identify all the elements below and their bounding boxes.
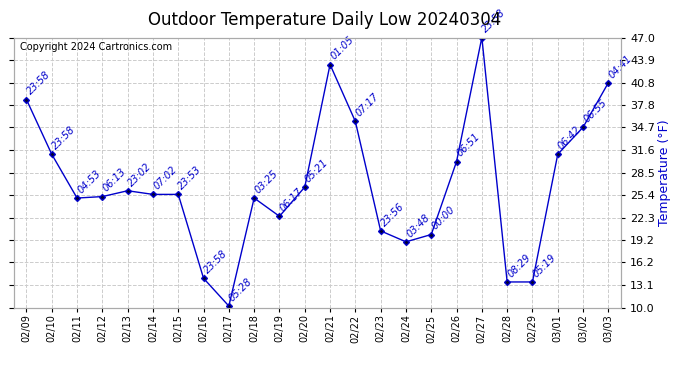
Text: 23:02: 23:02 [126,161,153,188]
Text: 06:51: 06:51 [455,132,482,159]
Text: 07:02: 07:02 [151,165,179,192]
Text: Copyright 2024 Cartronics.com: Copyright 2024 Cartronics.com [20,42,172,51]
Text: 05:19: 05:19 [531,252,558,279]
Text: 06:55: 06:55 [582,98,609,124]
Text: 04:41: 04:41 [607,53,634,80]
Text: 05:21: 05:21 [303,157,331,184]
Text: 00:00: 00:00 [430,205,457,232]
Text: Outdoor Temperature Daily Low 20240304: Outdoor Temperature Daily Low 20240304 [148,11,501,29]
Text: 23:58: 23:58 [50,124,77,152]
Text: 23:56: 23:56 [379,201,406,228]
Text: 03:48: 03:48 [404,212,431,239]
Text: 23:58: 23:58 [25,70,52,97]
Text: 04:53: 04:53 [75,168,103,195]
Text: 01:05: 01:05 [328,34,355,62]
Text: 03:25: 03:25 [253,168,279,195]
Y-axis label: Temperature (°F): Temperature (°F) [658,119,671,226]
Text: 23:53: 23:53 [177,165,204,192]
Text: 06:13: 06:13 [101,167,128,194]
Text: 07:17: 07:17 [354,92,381,118]
Text: 05:28: 05:28 [227,276,255,303]
Text: 06:42: 06:42 [556,124,583,152]
Text: 08:29: 08:29 [506,252,533,279]
Text: 06:17: 06:17 [278,186,305,213]
Text: 23:58: 23:58 [202,249,229,276]
Text: 23:58: 23:58 [480,8,507,35]
